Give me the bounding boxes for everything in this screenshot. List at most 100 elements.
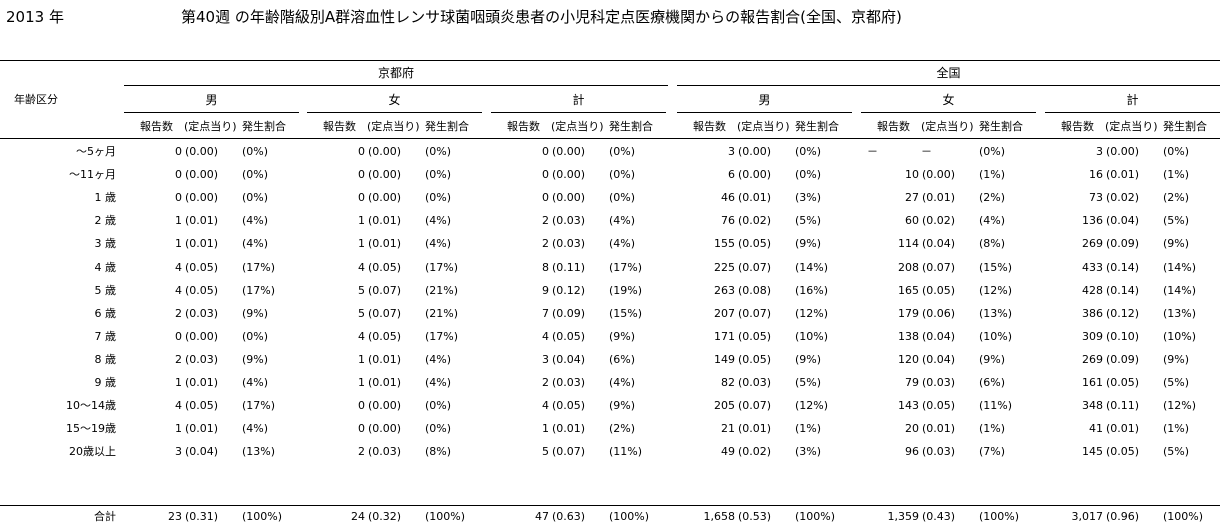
report-count: 0 [358, 399, 365, 412]
per-site-value: (0.00) [552, 191, 586, 204]
report-count: 0 [358, 422, 365, 435]
per-site-value: (0.00) [185, 145, 219, 158]
per-site-value: (0.14) [1106, 261, 1140, 274]
per-site-value: (0.03) [368, 445, 402, 458]
per-site-value: (0.03) [922, 445, 956, 458]
incidence-ratio: (3%) [795, 445, 822, 458]
per-site-value: (0.04) [185, 445, 219, 458]
per-site-value: (0.00) [922, 168, 956, 181]
report-count: 2 [175, 353, 182, 366]
age-label: 1 歳 [94, 191, 117, 204]
report-count: 4 [175, 284, 182, 297]
sex-header: 女 [942, 93, 955, 107]
subheader-rule [0, 138, 1220, 139]
per-site-value: (0.00) [552, 145, 586, 158]
per-site-value: (0.05) [185, 261, 219, 274]
incidence-ratio: (100%) [1163, 510, 1204, 523]
per-site-value: (0.01) [368, 353, 402, 366]
per-site-value: (0.03) [738, 376, 772, 389]
report-count: 0 [358, 145, 365, 158]
per-subheader: (定点当り) [1105, 120, 1158, 133]
incidence-ratio: (11%) [609, 445, 643, 458]
report-count: 73 [1089, 191, 1103, 204]
sex-rule-2 [491, 112, 666, 113]
per-site-value: (0.05) [922, 284, 956, 297]
per-site-value: (0.00) [185, 168, 219, 181]
per-subheader: (定点当り) [551, 120, 604, 133]
report-count: 207 [714, 307, 735, 320]
incidence-ratio: (4%) [242, 422, 269, 435]
incidence-ratio: (0%) [425, 168, 452, 181]
incidence-ratio: (4%) [425, 376, 452, 389]
report-count: 0 [175, 191, 182, 204]
report-count: 46 [721, 191, 735, 204]
incidence-ratio: (9%) [242, 353, 269, 366]
sex-header: 女 [388, 93, 401, 107]
report-count: 1 [358, 376, 365, 389]
report-count: 3 [1096, 145, 1103, 158]
report-count: 433 [1082, 261, 1103, 274]
incidence-ratio: (17%) [609, 261, 643, 274]
per-site-value: (0.05) [738, 330, 772, 343]
report-count: 60 [905, 214, 919, 227]
per-site-value: (0.03) [185, 353, 219, 366]
per-site-value: (0.03) [552, 237, 586, 250]
per-site-value: (0.03) [922, 376, 956, 389]
per-site-value: (0.05) [1106, 376, 1140, 389]
per-site-value: (0.00) [368, 168, 402, 181]
incidence-ratio: (0%) [979, 145, 1006, 158]
per-site-value: (0.31) [185, 510, 219, 523]
per-site-value: (0.01) [185, 376, 219, 389]
per-site-value: (0.00) [738, 168, 772, 181]
per-site-value: (0.01) [552, 422, 586, 435]
incidence-ratio: (17%) [242, 284, 276, 297]
incidence-ratio: (100%) [425, 510, 466, 523]
incidence-ratio: (9%) [795, 353, 822, 366]
report-count: 269 [1082, 353, 1103, 366]
age-label: 2 歳 [94, 214, 117, 227]
incidence-ratio: (1%) [795, 422, 822, 435]
report-count: 3 [175, 445, 182, 458]
incidence-ratio: (11%) [979, 399, 1013, 412]
per-subheader: (定点当り) [921, 120, 974, 133]
per-site-value: (0.07) [368, 284, 402, 297]
report-count: 3 [728, 145, 735, 158]
incidence-ratio: (0%) [425, 422, 452, 435]
report-count: 0 [175, 145, 182, 158]
total-top-rule [0, 505, 1220, 506]
incidence-ratio: (1%) [1163, 168, 1190, 181]
incidence-ratio: (17%) [242, 261, 276, 274]
incidence-ratio: (5%) [1163, 445, 1190, 458]
age-label: 9 歳 [94, 376, 117, 389]
report-count: 23 [168, 510, 182, 523]
report-count: 225 [714, 261, 735, 274]
report-count: 2 [358, 445, 365, 458]
per-site-value: (0.09) [552, 307, 586, 320]
sex-rule-4 [861, 112, 1036, 113]
incidence-ratio: (21%) [425, 307, 459, 320]
report-count: 0 [542, 191, 549, 204]
incidence-ratio: (15%) [609, 307, 643, 320]
per-site-value: (0.07) [738, 399, 772, 412]
report-count: 145 [1082, 445, 1103, 458]
table-top-rule [0, 60, 1220, 61]
per-site-value: (0.96) [1106, 510, 1140, 523]
report-count: 4 [358, 261, 365, 274]
per-site-value: (0.02) [1106, 191, 1140, 204]
per-site-value: (0.07) [552, 445, 586, 458]
per-site-value: (0.01) [368, 214, 402, 227]
incidence-ratio: (6%) [979, 376, 1006, 389]
incidence-ratio: (12%) [795, 399, 829, 412]
incidence-ratio: (0%) [425, 191, 452, 204]
per-site-value: (0.04) [922, 330, 956, 343]
report-count: 3 [542, 353, 549, 366]
age-label: 6 歳 [94, 307, 117, 320]
report-count: 0 [542, 168, 549, 181]
per-site-value: (0.05) [738, 237, 772, 250]
sex-header: 男 [205, 93, 218, 107]
per-site-value: (0.00) [368, 191, 402, 204]
report-count: 428 [1082, 284, 1103, 297]
report-count: 161 [1082, 376, 1103, 389]
per-subheader: (定点当り) [367, 120, 420, 133]
report-count: 0 [358, 191, 365, 204]
